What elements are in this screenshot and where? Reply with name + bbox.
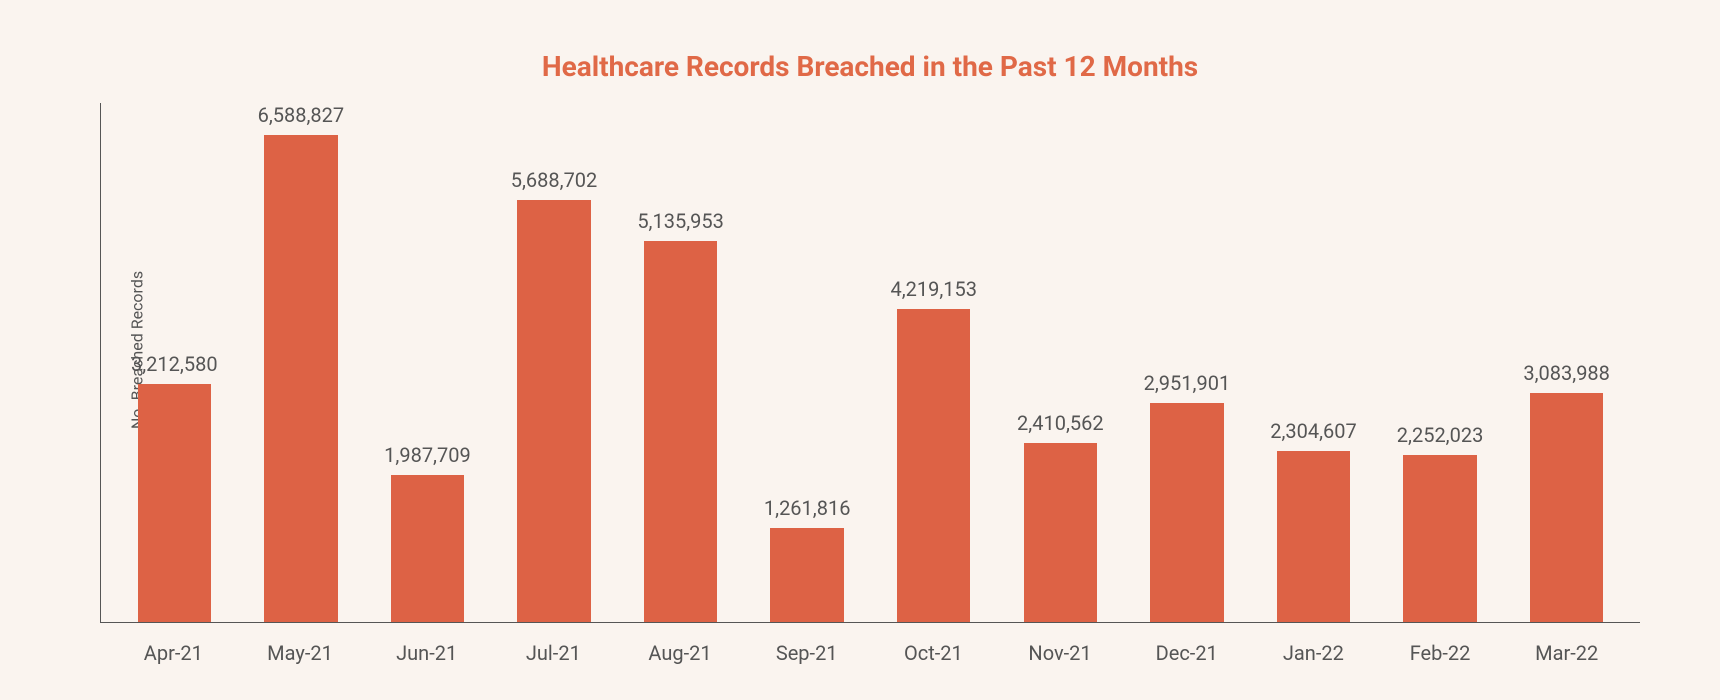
bar [391,475,464,622]
bar-value-label: 2,252,023 [1397,423,1484,447]
x-axis-label: Oct-21 [870,641,997,665]
x-axis-label: Jun-21 [363,641,490,665]
x-axis-label: Jan-22 [1250,641,1377,665]
bar-value-label: 6,588,827 [258,103,345,127]
bar-column: 5,135,953 [617,103,744,622]
bar [264,135,337,622]
x-axis-label: Feb-22 [1377,641,1504,665]
bar [1403,455,1476,622]
chart-container: Healthcare Records Breached in the Past … [0,0,1720,700]
bar-value-label: 2,410,562 [1017,411,1104,435]
bar [644,241,717,622]
bar-value-label: 3,212,580 [131,352,218,376]
chart-title: Healthcare Records Breached in the Past … [100,50,1640,83]
bar-value-label: 4,219,153 [890,277,977,301]
bar [1530,393,1603,622]
bar-value-label: 5,688,702 [511,168,598,192]
bar [1024,443,1097,622]
bar-value-label: 2,304,607 [1270,419,1357,443]
x-axis-label: Apr-21 [110,641,237,665]
bar-value-label: 5,135,953 [637,209,724,233]
x-axis-label: Aug-21 [617,641,744,665]
x-axis-labels: Apr-21May-21Jun-21Jul-21Aug-21Sep-21Oct-… [100,641,1640,665]
bar-column: 2,410,562 [997,103,1124,622]
bar-column: 1,261,816 [744,103,871,622]
bar-column: 5,688,702 [491,103,618,622]
bar-value-label: 1,261,816 [764,496,851,520]
bar-value-label: 2,951,901 [1144,371,1231,395]
x-axis-label: Mar-22 [1503,641,1630,665]
bar [897,309,970,622]
bar-column: 4,219,153 [870,103,997,622]
x-axis-label: May-21 [237,641,364,665]
bar-column: 3,083,988 [1503,103,1630,622]
bar-column: 3,212,580 [111,103,238,622]
x-axis-label: Sep-21 [743,641,870,665]
bar-column: 1,987,709 [364,103,491,622]
bar [1277,451,1350,622]
bar-value-label: 1,987,709 [384,443,471,467]
x-axis-label: Nov-21 [997,641,1124,665]
bar-column: 6,588,827 [238,103,365,622]
plot-area: 3,212,580 6,588,827 1,987,709 5,688,702 5,13… [100,103,1640,623]
x-axis-label: Dec-21 [1123,641,1250,665]
bar [138,384,211,622]
bar-column: 2,252,023 [1377,103,1504,622]
bar [1150,403,1223,622]
bar [517,200,590,622]
bar-column: 2,951,901 [1124,103,1251,622]
x-axis-label: Jul-21 [490,641,617,665]
bar-value-label: 3,083,988 [1523,361,1610,385]
bar-column: 2,304,607 [1250,103,1377,622]
bar [770,528,843,622]
